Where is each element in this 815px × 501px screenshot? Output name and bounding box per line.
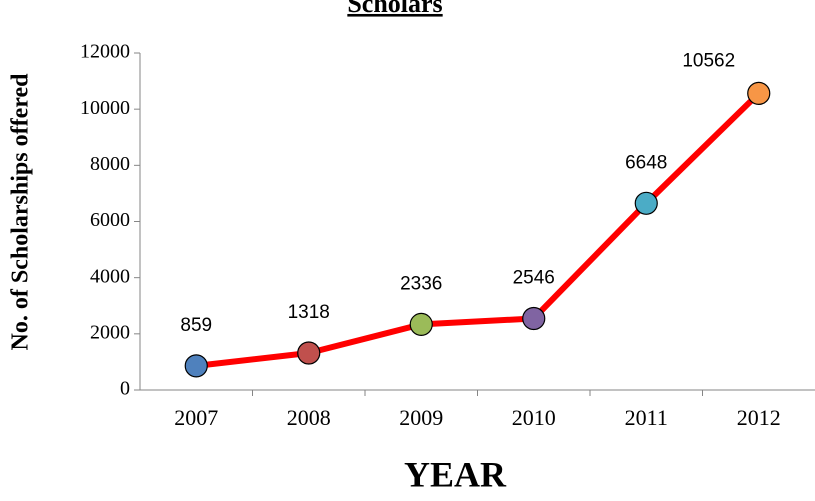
- y-tick-label: 2000: [90, 321, 130, 343]
- x-tick-label: 2011: [625, 405, 668, 430]
- y-tick-label: 6000: [90, 209, 130, 231]
- x-tick-label: 2007: [174, 405, 218, 430]
- data-label: 2546: [513, 268, 555, 289]
- data-label: 10562: [682, 50, 735, 71]
- data-label: 6648: [625, 152, 667, 173]
- x-tick-label: 2009: [399, 405, 443, 430]
- x-tick-label: 2008: [287, 405, 331, 430]
- y-tick-label: 4000: [90, 265, 130, 287]
- y-tick-label: 12000: [80, 41, 130, 63]
- marker: [409, 312, 433, 336]
- x-tick-label: 2010: [512, 405, 556, 430]
- marker: [747, 81, 771, 105]
- x-axis-label: YEAR: [404, 454, 507, 494]
- data-label: 1318: [288, 302, 330, 323]
- marker: [297, 341, 321, 365]
- y-axis-label: No. of Scholarships offered: [8, 73, 34, 351]
- data-label: 859: [180, 315, 212, 336]
- x-tick-label: 2012: [737, 405, 781, 430]
- line: [195, 91, 761, 369]
- y-tick-label: 0: [120, 378, 130, 400]
- chart-title: Scholars: [347, 0, 442, 18]
- y-tick-label: 8000: [90, 153, 130, 175]
- marker: [634, 191, 658, 215]
- marker: [184, 354, 208, 378]
- marker: [522, 306, 546, 331]
- y-tick-label: 10000: [80, 97, 130, 119]
- data-label: 2336: [400, 273, 442, 294]
